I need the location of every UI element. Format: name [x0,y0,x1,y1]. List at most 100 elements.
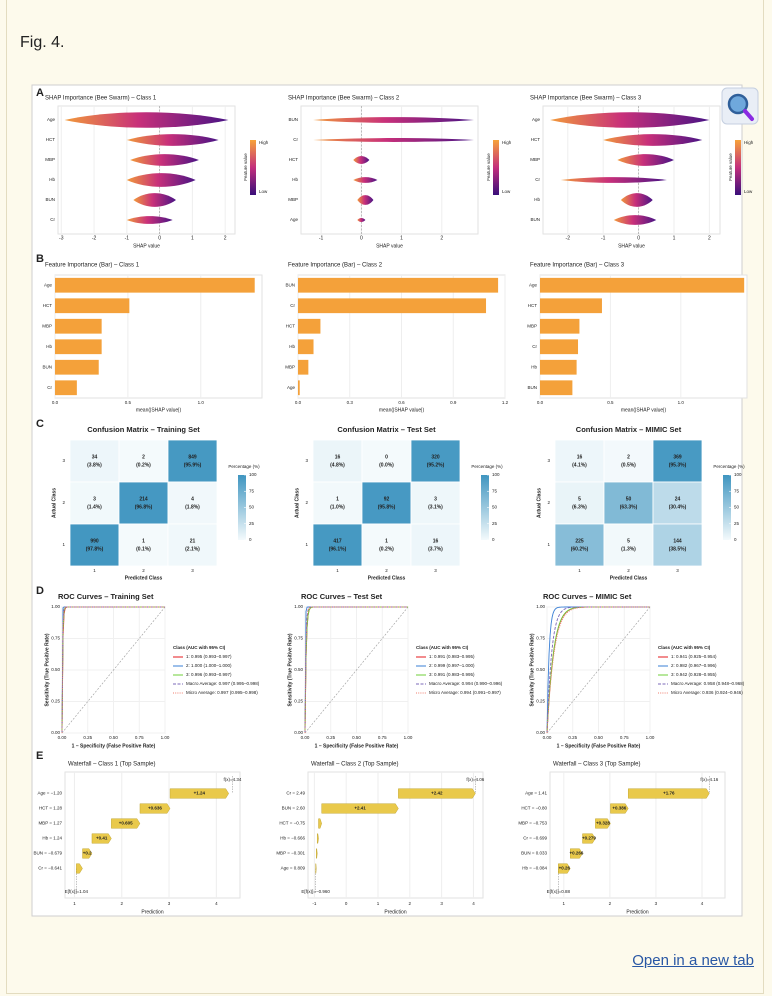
x-tick-label: 0 [360,235,363,241]
swarm-blob [357,195,374,205]
feature-label: MBP [288,197,298,202]
feature-label: Hb = −0.084 [522,866,547,871]
feature-label: Age [44,282,53,287]
feature-label: Age [47,117,56,122]
legend-tick-label: 75 [249,488,255,493]
legend-title: Class (AUC with 95% CI) [416,645,469,650]
x-tick-label: 0 [158,235,161,241]
cell-count: 16 [577,454,583,460]
legend-entry: Micro Average: 0.994 (0.991–0.997) [429,690,501,695]
x-axis-label: Prediction [141,909,163,915]
row-label: 1 [62,542,65,547]
waterfall-bar [321,803,399,814]
cell-percent: (0.1%) [136,546,151,552]
legend-high: High [259,140,269,145]
cell-count: 5 [627,538,630,544]
panel-title: Confusion Matrix – Test Set [337,425,436,434]
bar [540,318,580,334]
matrix-cell [603,523,654,567]
y-tick-label: 0.00 [536,730,545,735]
feature-label: Age = 0.809 [281,866,306,871]
swarm-blob [620,193,653,207]
feature-label: Cr [535,177,540,182]
matrix-cell [603,439,654,483]
legend-tick-label: 0 [492,537,495,542]
matrix-cell [361,523,412,567]
cell-count: 1 [336,496,339,502]
cell-count: 0 [385,454,388,460]
cell-count: 5 [578,496,581,502]
waterfall-bar [582,833,596,844]
waterfall-bar [570,848,583,859]
color-legend [250,140,256,195]
feature-label: Hb [292,177,298,182]
legend-low: Low [259,189,268,194]
waterfall-bar [91,833,112,844]
y-tick-label: 1.00 [294,604,303,609]
fx-label: f(x)=4.06 [466,777,484,782]
legend-high: High [502,140,512,145]
x-tick-label: 0.5 [125,400,132,405]
matrix-cell [554,439,605,483]
feature-label: Cr [47,385,52,390]
x-tick-label: 1.0 [198,400,205,405]
x-tick-label: 0.0 [52,400,59,405]
legend-entry: 2: 0.982 (0.967–0.996) [671,663,717,668]
bar-label: +1.24 [194,791,206,796]
zoom-icon[interactable] [721,87,759,125]
matrix-cell [554,481,605,525]
x-tick-label: 4 [215,901,218,906]
x-tick-label: 0.5 [607,400,614,405]
bar [55,380,77,396]
figure-caption: Fig. 4. [20,34,65,51]
x-tick-label: 2 [224,235,227,241]
panel-title: ROC Curves – MIMIC Set [543,592,632,601]
plot-area [300,105,479,235]
x-tick-label: 0.0 [295,400,302,405]
cell-count: 417 [333,538,342,544]
x-tick-label: -1 [601,235,606,241]
x-tick-label: 1 [563,901,566,906]
swarm-blob [560,177,667,183]
y-tick-label: 1.00 [536,604,545,609]
matrix-cell [652,439,703,483]
chance-line [546,606,651,734]
cell-percent: (60.2%) [571,546,589,552]
panel-title: Waterfall – Class 1 (Top Sample) [68,762,155,768]
legend-entry: Micro Average: 0.936 (0.924–0.946) [671,690,743,695]
y-tick-label: 0.50 [51,667,60,672]
x-tick-label: 2 [409,901,412,906]
row-label: 3 [305,458,308,463]
legend-tick-label: 25 [492,521,498,526]
cell-percent: (0.2%) [379,546,394,552]
open-new-tab-link[interactable]: Open in a new tab [632,952,754,969]
bar-label: +0.636 [148,806,162,811]
legend-title: Percentage (%) [471,464,503,469]
legend-entry: Macro Average: 0.997 (0.995–0.998) [186,681,260,686]
color-legend [481,475,489,540]
x-tick-label: 0.0 [537,400,544,405]
y-axis-label: Sensitivity (True Positive Rate) [287,633,293,706]
bar [298,339,314,355]
x-axis-label: SHAP value [133,243,160,249]
waterfall-bar [558,863,571,874]
panel-title: Feature Importance (Bar) – Class 2 [288,263,383,269]
cell-count: 225 [575,538,584,544]
cell-percent: (3.7%) [428,546,443,552]
x-axis-label: Predicted Class [368,575,406,581]
feature-label: Hb = −0.666 [280,836,305,841]
panel-letter: B [36,253,44,265]
x-tick-label: 0.6 [398,400,405,405]
legend-title: Feature value [486,153,491,181]
matrix-cell [410,439,461,483]
panel-title: Waterfall – Class 2 (Top Sample) [311,762,398,768]
panel-letter: C [36,418,44,430]
y-tick-label: 0.75 [51,636,60,641]
color-legend [723,475,731,540]
y-tick-label: 0.75 [294,636,303,641]
x-axis-label: 1 – Specificity (False Positive Rate) [315,743,399,749]
cell-percent: (95.3%) [669,462,687,468]
feature-label: BUN [527,385,537,390]
feature-label: BUN = 0.033 [521,851,547,856]
